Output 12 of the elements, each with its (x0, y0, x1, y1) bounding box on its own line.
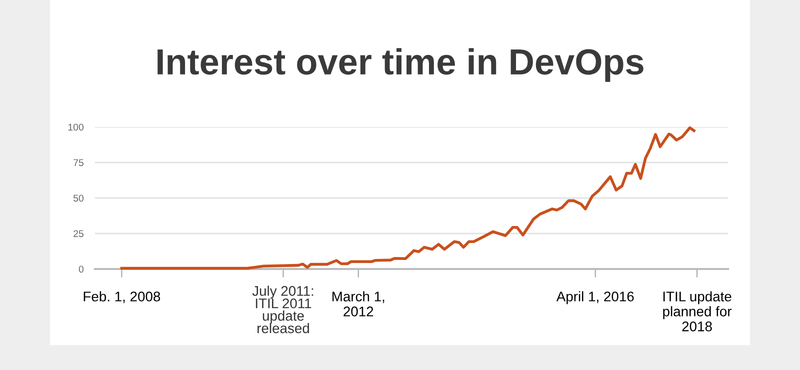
chart-title: Interest over time in DevOps (158, 48, 644, 82)
x-tick-label: Feb. 1, 2008 (84, 291, 160, 304)
text: July 2011: ITIL 2011 update released (252, 286, 314, 334)
line-series (120, 126, 696, 270)
x-tick-label: March 1, 2012 (332, 291, 384, 316)
y-tick-label: 25 (74, 230, 84, 238)
y-tick-label: 50 (73, 194, 84, 202)
x-tick-label: ITIL update planned for 2018 (663, 291, 732, 332)
x-tick-label: April 1, 2016 (556, 291, 634, 304)
y-tick-label: 0 (78, 266, 84, 273)
y-tick-label: 100 (68, 124, 84, 131)
y-tick-label: 75 (74, 159, 84, 166)
